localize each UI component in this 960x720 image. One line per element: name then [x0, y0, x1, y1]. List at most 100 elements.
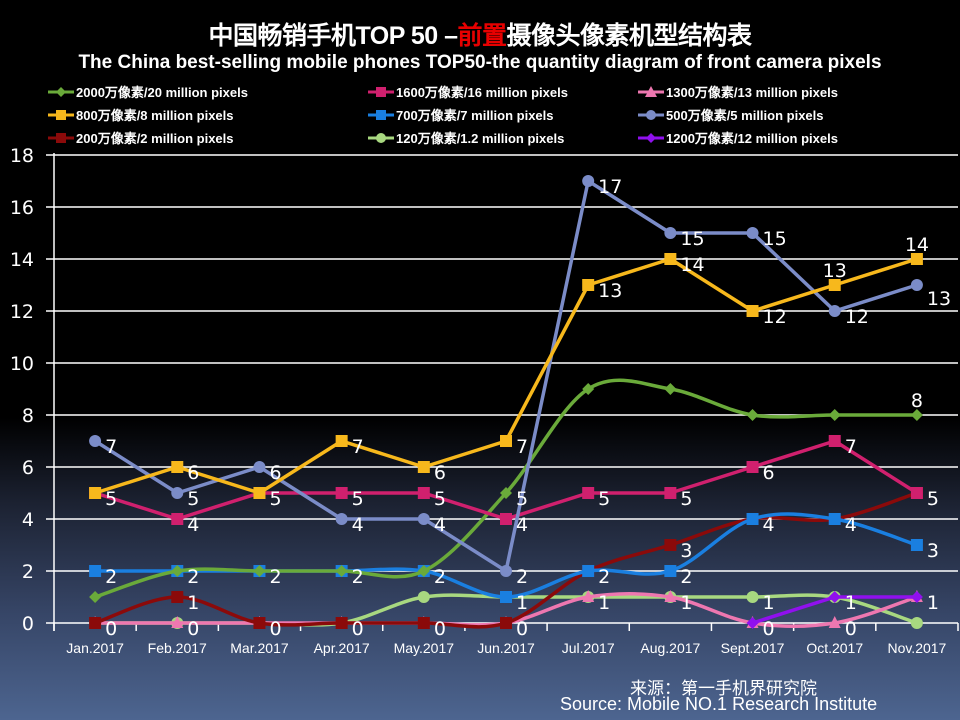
legend-swatch-icon — [48, 86, 74, 97]
data-label: 0 — [352, 618, 364, 640]
y-tick-label: 14 — [10, 249, 34, 271]
data-point — [910, 409, 923, 421]
legend-label: 1300万像素/13 million pixels — [666, 85, 838, 100]
data-label: 5 — [105, 488, 117, 510]
data-point — [582, 383, 595, 395]
data-label: 4 — [845, 514, 857, 536]
y-tick-label: 10 — [10, 353, 34, 375]
data-label: 0 — [269, 618, 281, 640]
data-label: 0 — [763, 618, 775, 640]
data-label: 2 — [187, 566, 199, 588]
data-label: 2 — [352, 566, 364, 588]
series-line — [95, 512, 918, 599]
data-point — [417, 591, 430, 603]
legend-item: 800万像素/8 million pixels — [48, 105, 234, 124]
data-point — [335, 487, 348, 499]
data-point — [500, 617, 512, 629]
legend-item: 2000万像素/20 million pixels — [48, 82, 248, 101]
data-point — [417, 513, 430, 525]
legend-label: 1200万像素/12 million pixels — [666, 131, 838, 146]
data-point — [171, 565, 184, 577]
legend-swatch-icon — [638, 109, 664, 120]
y-tick-label: 6 — [22, 457, 34, 479]
data-label: 5 — [352, 488, 364, 510]
data-label: 6 — [434, 462, 446, 484]
data-point — [746, 591, 759, 603]
data-label: 5 — [927, 488, 939, 510]
data-label: 4 — [763, 514, 775, 536]
x-tick-label: Oct.2017 — [806, 640, 863, 656]
data-point — [746, 617, 759, 629]
data-point — [500, 565, 512, 577]
data-point — [910, 539, 923, 551]
data-point — [664, 253, 677, 265]
data-point — [500, 487, 512, 499]
legend-label: 200万像素/2 million pixels — [76, 131, 234, 146]
data-point — [746, 305, 759, 317]
data-point — [828, 591, 841, 603]
chart-subtitle: The China best-selling mobile phones TOP… — [78, 52, 882, 73]
data-point — [335, 617, 348, 629]
legend-item: 1200万像素/12 million pixels — [638, 128, 838, 147]
data-point — [500, 435, 512, 447]
data-label: 4 — [434, 514, 446, 536]
data-point — [910, 487, 923, 499]
data-point — [417, 461, 430, 473]
data-point — [582, 487, 595, 499]
data-label: 15 — [763, 228, 787, 250]
legend-item: 120万像素/1.2 million pixels — [368, 128, 564, 147]
legend-item: 700万像素/7 million pixels — [368, 105, 554, 124]
data-point — [500, 591, 512, 603]
data-label: 1 — [516, 592, 528, 614]
data-point — [253, 617, 266, 629]
data-point — [746, 227, 759, 239]
data-label: 14 — [905, 234, 929, 256]
data-point — [746, 409, 759, 421]
legend-swatch-icon — [638, 132, 664, 143]
data-label: 4 — [187, 514, 199, 536]
legend-label: 500万像素/5 million pixels — [666, 108, 824, 123]
data-label: 15 — [680, 228, 704, 250]
data-point — [171, 513, 184, 525]
data-point — [171, 616, 184, 628]
legend-label: 1600万像素/16 million pixels — [396, 85, 568, 100]
x-tick-label: Sept.2017 — [721, 640, 785, 656]
data-label: 5 — [598, 488, 610, 510]
data-label: 12 — [845, 306, 869, 328]
legend-item: 500万像素/5 million pixels — [638, 105, 824, 124]
data-label: 1 — [680, 592, 692, 614]
legend-swatch-icon — [48, 109, 74, 120]
data-label: 1 — [927, 592, 939, 614]
data-point — [828, 513, 841, 525]
data-point — [582, 175, 595, 187]
data-label: 13 — [598, 280, 622, 302]
data-label: 3 — [927, 540, 939, 562]
data-label: 2 — [598, 566, 610, 588]
x-tick-label: Nov.2017 — [887, 640, 946, 656]
data-point — [417, 487, 430, 499]
data-point — [664, 539, 677, 551]
data-label: 6 — [763, 462, 775, 484]
data-label: 5 — [516, 488, 528, 510]
x-tick-label: Aug.2017 — [640, 640, 700, 656]
data-label: 6 — [187, 462, 199, 484]
y-tick-label: 0 — [22, 613, 34, 635]
data-label: 0 — [187, 618, 199, 640]
data-label: 13 — [823, 260, 847, 282]
chart-title: 中国畅销手机TOP 50 –前置摄像头像素机型结构表 — [0, 16, 960, 52]
data-label: 0 — [105, 618, 117, 640]
y-tick-label: 12 — [10, 301, 34, 323]
legend-label: 700万像素/7 million pixels — [396, 108, 554, 123]
data-point — [417, 565, 430, 577]
data-point — [828, 279, 841, 291]
legend-item: 1300万像素/13 million pixels — [638, 82, 838, 101]
data-point — [746, 461, 759, 473]
data-label: 1 — [598, 592, 610, 614]
data-label: 0 — [516, 618, 528, 640]
data-label: 5 — [434, 488, 446, 510]
data-point — [171, 487, 184, 499]
data-point — [253, 565, 266, 577]
data-label: 7 — [845, 436, 857, 458]
data-label: 1 — [845, 592, 857, 614]
